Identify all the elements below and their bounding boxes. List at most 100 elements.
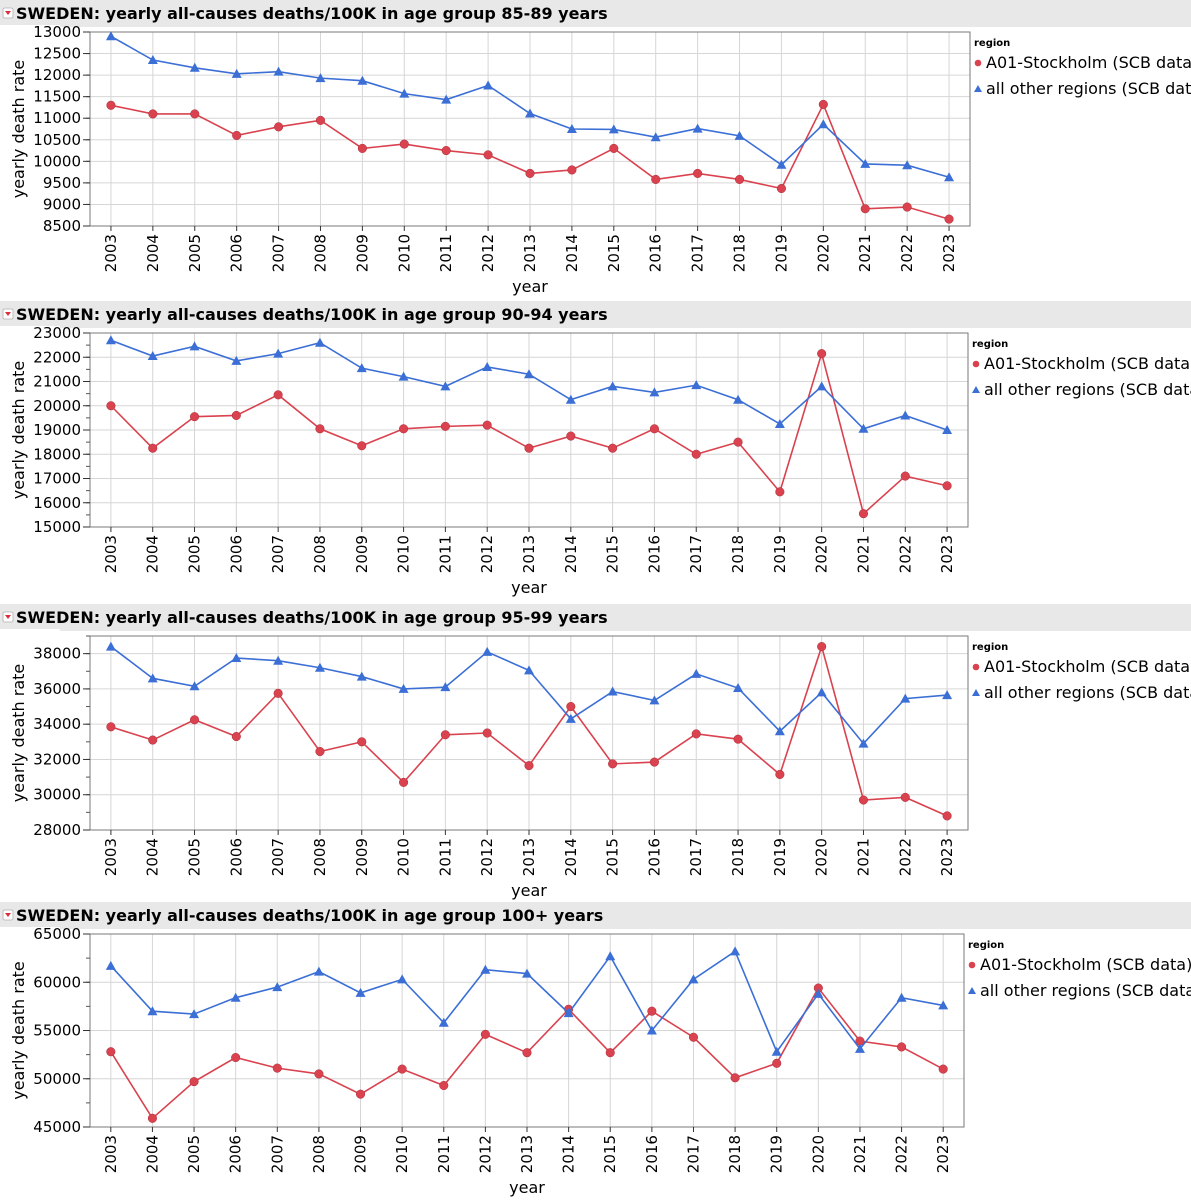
data-point bbox=[691, 449, 701, 459]
legend-title: region bbox=[974, 38, 1010, 49]
x-tick-label: 2017 bbox=[687, 838, 705, 876]
chart-panel-2: SWEDEN: yearly all-causes deaths/100K in… bbox=[0, 301, 1191, 597]
data-point bbox=[147, 55, 158, 65]
x-tick-label: 2007 bbox=[268, 1135, 286, 1173]
y-tick-label: 22000 bbox=[33, 348, 81, 366]
chart-panel-1: SWEDEN: yearly all-causes deaths/100K in… bbox=[0, 0, 1191, 296]
data-point bbox=[900, 471, 910, 481]
data-point bbox=[733, 437, 743, 447]
data-point bbox=[315, 115, 326, 125]
data-point bbox=[399, 88, 410, 98]
data-point bbox=[944, 214, 954, 224]
data-point bbox=[105, 641, 116, 651]
data-point bbox=[398, 371, 409, 381]
x-tick-label: 2009 bbox=[353, 535, 371, 573]
x-tick-label: 2013 bbox=[520, 535, 538, 573]
data-point bbox=[567, 165, 577, 175]
data-point bbox=[565, 713, 576, 723]
disclosure-triangle-icon[interactable] bbox=[2, 7, 14, 19]
data-point bbox=[231, 68, 242, 78]
x-tick-label: 2019 bbox=[772, 234, 790, 272]
data-point bbox=[482, 361, 493, 371]
y-tick-label: 16000 bbox=[33, 494, 81, 512]
x-tick-label: 2017 bbox=[684, 1135, 702, 1173]
data-point bbox=[357, 143, 367, 153]
x-tick-label: 2009 bbox=[353, 234, 371, 272]
data-point bbox=[440, 730, 450, 740]
x-tick-label: 2019 bbox=[771, 838, 789, 876]
x-tick-label: 2014 bbox=[563, 234, 581, 272]
data-point bbox=[399, 139, 409, 149]
data-point bbox=[147, 673, 158, 683]
disclosure-triangle-icon[interactable] bbox=[2, 611, 14, 623]
disclosure-triangle-icon[interactable] bbox=[2, 308, 14, 320]
x-tick-label: 2015 bbox=[605, 234, 623, 272]
x-tick-label: 2010 bbox=[395, 838, 413, 876]
data-point bbox=[771, 1046, 782, 1056]
data-point bbox=[315, 73, 326, 83]
x-tick-label: 2023 bbox=[940, 234, 958, 272]
data-point bbox=[440, 682, 451, 692]
y-tick-label: 32000 bbox=[33, 750, 81, 768]
data-point bbox=[525, 108, 535, 118]
legend: region A01-Stockholm (SCB data) all other … bbox=[972, 642, 1191, 702]
data-point bbox=[315, 746, 325, 757]
data-point bbox=[605, 1048, 615, 1058]
y-tick-label: 17000 bbox=[33, 470, 81, 488]
y-tick-label: 55000 bbox=[33, 1022, 81, 1040]
x-tick-label: 2020 bbox=[814, 234, 832, 272]
data-point bbox=[942, 481, 952, 491]
data-point bbox=[688, 1032, 699, 1042]
data-point bbox=[902, 202, 912, 212]
data-point bbox=[272, 1063, 282, 1073]
data-point bbox=[398, 683, 409, 693]
data-point bbox=[733, 734, 743, 744]
x-tick-label: 2020 bbox=[809, 1135, 827, 1173]
x-tick-label: 2015 bbox=[604, 838, 622, 876]
data-point bbox=[356, 671, 367, 681]
data-point bbox=[441, 94, 452, 104]
y-tick-label: 23000 bbox=[33, 324, 81, 342]
y-tick-label: 34000 bbox=[33, 715, 81, 733]
x-tick-label: 2007 bbox=[269, 838, 287, 876]
x-tick-label: 2016 bbox=[645, 838, 663, 876]
x-tick-label: 2020 bbox=[813, 535, 831, 573]
data-point bbox=[902, 160, 913, 170]
data-point bbox=[691, 380, 702, 390]
x-tick-label: 2006 bbox=[227, 1135, 245, 1173]
x-tick-label: 2003 bbox=[102, 838, 120, 876]
data-point bbox=[482, 646, 493, 656]
data-point bbox=[734, 130, 745, 140]
chart-title: SWEDEN: yearly all-causes deaths/100K in… bbox=[16, 305, 608, 324]
data-point bbox=[190, 109, 200, 119]
legend-entry: all other regions (SCB data) bbox=[984, 380, 1191, 399]
x-tick-label: 2016 bbox=[645, 535, 663, 573]
x-tick-label: 2019 bbox=[768, 1135, 786, 1173]
x-tick-label: 2007 bbox=[270, 234, 288, 272]
x-tick-label: 2012 bbox=[479, 234, 497, 272]
data-point bbox=[734, 174, 745, 184]
data-point bbox=[189, 1077, 199, 1087]
data-point bbox=[524, 443, 534, 453]
x-tick-label: 2021 bbox=[854, 838, 872, 876]
data-point bbox=[148, 109, 158, 119]
data-point bbox=[942, 811, 952, 821]
data-point bbox=[609, 143, 619, 153]
x-tick-label: 2005 bbox=[186, 535, 204, 573]
data-point bbox=[273, 348, 284, 358]
data-point bbox=[440, 421, 450, 431]
data-point bbox=[524, 761, 534, 771]
legend: region A01-Stockholm (SCB data) all other … bbox=[974, 38, 1191, 98]
x-tick-label: 2010 bbox=[395, 234, 413, 272]
data-point bbox=[776, 159, 787, 169]
disclosure-triangle-icon[interactable] bbox=[2, 909, 14, 921]
data-point bbox=[772, 1058, 782, 1068]
data-point bbox=[439, 1080, 449, 1091]
data-point bbox=[522, 968, 532, 978]
data-point bbox=[231, 410, 241, 421]
chart-header-bar bbox=[0, 0, 1191, 25]
x-tick-label: 2016 bbox=[643, 1135, 661, 1173]
x-tick-label: 2003 bbox=[102, 1135, 120, 1173]
y-tick-label: 8500 bbox=[43, 217, 81, 235]
